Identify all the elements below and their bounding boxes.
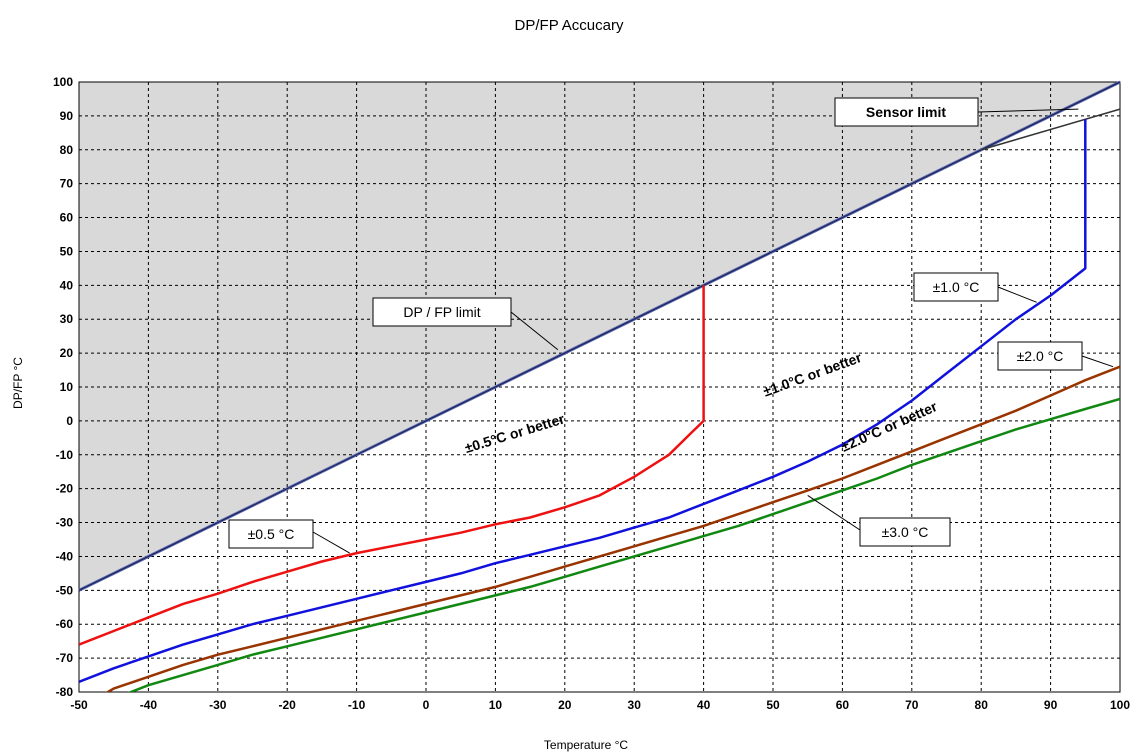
y-tick-label: 30 [60,312,74,326]
y-tick-label: 20 [60,346,74,360]
dp-fp-limit-box [372,297,512,327]
accuracy-2-0-box [997,341,1083,371]
x-tick-label: -30 [209,698,227,712]
y-tick-label: -80 [56,685,74,699]
accuracy-3-0-box [859,517,951,547]
y-tick-label: 50 [60,244,74,258]
series-lines [79,119,1120,692]
plot-frame [78,81,1121,693]
x-tick-label: 70 [905,698,919,712]
accuracy-2-0-leader [1081,355,1114,368]
y-tick-label: -70 [56,651,74,665]
limit-lines [78,80,1121,592]
x-tick-label: 90 [1044,698,1058,712]
x-tick-label: 10 [489,698,503,712]
sensor-limit-leader [977,108,1079,113]
accuracy-2-0-label: ±2.0 °C [1017,348,1064,364]
region-1-0-label: ±1.0°C or better [761,349,864,400]
x-axis-label: Temperature °C [544,738,628,752]
y-tick-label: 10 [60,380,74,394]
dp-fp-limit-label: DP / FP limit [403,304,480,320]
x-tick-label: -10 [348,698,366,712]
y-tick-label: -20 [56,482,74,496]
accuracy-1-0-callout: ±1.0 °C [913,272,999,302]
accuracy-3-0-callout: ±3.0 °C [859,517,951,547]
accuracy-3-0-label: ±3.0 °C [882,524,929,540]
y-tick-label: 0 [66,414,73,428]
x-tick-label: -50 [70,698,88,712]
accuracy-0-5-leader [312,531,350,554]
sensor-limit-box [834,97,979,127]
series-1-0-line [79,119,1087,683]
accuracy-1-0-box [913,272,999,302]
sensor-limit-line [980,108,1121,151]
y-axis-ticks: -80 -70 -60 -50 -40 -30 -20 -10 0 10 20 30 40 50 60 70 8… [53,75,73,699]
x-tick-label: 60 [836,698,850,712]
y-axis-label: DP/FP °C [11,357,25,409]
x-tick-label: 20 [558,698,572,712]
dp-fp-limit-line-core [78,81,1121,591]
dp-fp-limit-leader [510,311,559,351]
x-tick-label: 30 [628,698,642,712]
y-tick-label: 80 [60,143,74,157]
series-3-0-line [127,397,1120,692]
x-tick-label: 50 [766,698,780,712]
accuracy-3-0-leader [807,495,861,531]
x-tick-label: 0 [423,698,430,712]
dp-fp-limit-callout: DP / FP limit [372,297,512,327]
accuracy-0-5-callout: ±0.5 °C [228,519,314,549]
series-0-5-line [79,285,705,646]
sensor-limit-callout: Sensor limit [834,97,979,127]
y-tick-label: 100 [53,75,73,89]
accuracy-0-5-label: ±0.5 °C [248,526,295,542]
accuracy-1-0-leader [997,286,1037,303]
accuracy-0-5-box [228,519,314,549]
accuracy-1-0-label: ±1.0 °C [933,279,980,295]
x-tick-label: -40 [140,698,158,712]
x-tick-label: 100 [1110,698,1130,712]
y-tick-label: -40 [56,549,74,563]
y-tick-label: -30 [56,516,74,530]
sensor-limit-label: Sensor limit [866,104,946,120]
leader-lines [312,108,1114,554]
region-0-5-label: ±0.5°C or better [463,410,567,456]
x-axis-ticks: -50 -40 -30 -20 -10 0 10 20 30 40 50 60 70 80 90 100 [70,698,1130,712]
y-tick-label: -60 [56,617,74,631]
y-tick-label: 90 [60,109,74,123]
y-tick-label: 70 [60,177,74,191]
y-tick-label: 40 [60,278,74,292]
series-2-0-line [105,365,1120,692]
y-tick-label: -50 [56,583,74,597]
y-tick-label: -10 [56,448,74,462]
x-tick-label: -20 [279,698,297,712]
y-tick-label: 60 [60,211,74,225]
chart-title: DP/FP Accucary [515,17,624,34]
x-tick-label: 40 [697,698,711,712]
x-tick-label: 80 [975,698,989,712]
accuracy-2-0-callout: ±2.0 °C [997,341,1083,371]
